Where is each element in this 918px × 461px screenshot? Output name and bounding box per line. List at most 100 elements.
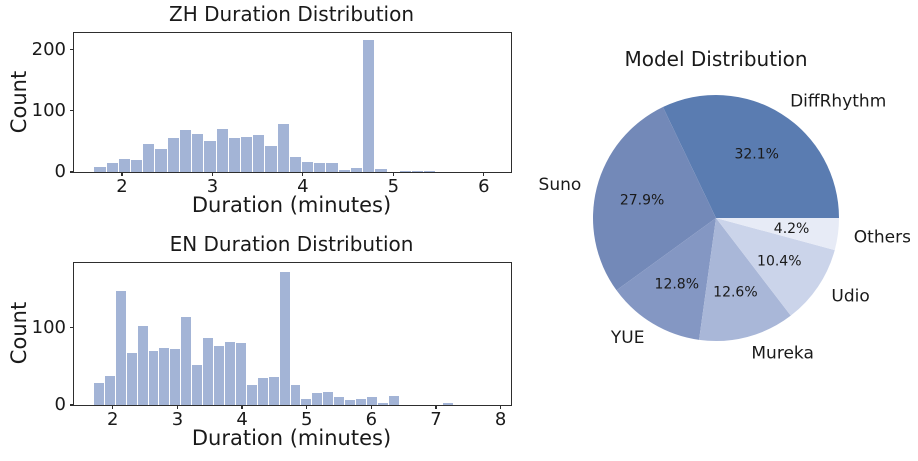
pie-percent-label: 27.9%	[620, 192, 664, 208]
pie-slice-label-mureka: Mureka	[751, 343, 813, 363]
x-tick-label: 5	[387, 176, 400, 197]
histogram-bar	[312, 393, 323, 405]
histogram-bar	[411, 171, 424, 172]
x-tick-mark	[302, 172, 304, 176]
x-tick-mark	[211, 172, 214, 176]
pie-chart-title: Model Distribution	[624, 47, 808, 71]
y-tick-mark	[70, 404, 74, 406]
pie-slice-suno	[592, 107, 716, 291]
en-histogram-panel: EN Duration Distribution Count 2 3 4 5 6 7 8 0 1…	[7, 232, 512, 450]
histogram-bar	[345, 400, 356, 405]
en-plot-area: 2 3 4 5 6 7 8 0 100	[32, 262, 512, 429]
histogram-bar	[289, 156, 302, 172]
histogram-bar	[216, 129, 228, 172]
histogram-bar	[277, 123, 289, 172]
histogram-bar	[363, 40, 375, 172]
histogram-bar	[326, 162, 338, 172]
histogram-bar	[93, 383, 104, 405]
histogram-bar	[290, 384, 301, 405]
histogram-bar	[301, 398, 312, 405]
histogram-bar	[179, 129, 192, 172]
en-chart-title: EN Duration Distribution	[169, 232, 414, 256]
en-x-axis-label: Duration (minutes)	[191, 426, 392, 450]
x-tick-mark	[435, 405, 437, 409]
pie-slice-label-suno: Suno	[539, 175, 582, 195]
histogram-bar	[203, 337, 214, 405]
histogram-bar	[424, 170, 436, 172]
x-tick-mark	[392, 172, 394, 176]
histogram-bar	[228, 137, 240, 172]
histogram-bar	[214, 346, 224, 405]
x-tick-mark	[370, 405, 372, 409]
histogram-bar	[246, 384, 257, 405]
histogram-bar	[338, 170, 350, 172]
histogram-bar	[257, 378, 268, 405]
histogram-bar	[167, 138, 179, 172]
histogram-bar	[181, 317, 192, 405]
histogram-bar	[126, 353, 137, 405]
y-tick-label: 0	[54, 394, 66, 415]
x-tick-label: 6	[478, 176, 490, 197]
model-distribution-panel: Model Distribution 32.1% DiffRhythm 27.9% S…	[522, 30, 910, 450]
histogram-bar	[375, 168, 387, 172]
x-tick-label: 3	[171, 409, 184, 430]
pie-percent-label: 32.1%	[734, 147, 778, 163]
histogram-bar	[377, 402, 388, 405]
en-y-axis-label: Count	[7, 262, 31, 404]
histogram-bar	[265, 145, 277, 172]
histogram-bar	[356, 398, 366, 405]
histogram-bar	[235, 343, 246, 405]
x-tick-mark	[306, 405, 308, 409]
zh-y-axis-label: Count	[7, 32, 31, 171]
histogram-bar	[253, 135, 265, 172]
histogram-bar	[94, 166, 106, 172]
histogram-bar	[159, 347, 170, 405]
pie-percent-label: 4.2%	[774, 221, 810, 237]
histogram-bar	[204, 140, 216, 172]
x-tick-label: 4	[236, 409, 248, 430]
histogram-bar	[224, 341, 235, 405]
pie-slice-label-yue: YUE	[610, 328, 645, 348]
zh-x-axis-label: Duration (minutes)	[191, 193, 392, 217]
histogram-bar	[279, 272, 290, 405]
zh-chart-title: ZH Duration Distribution	[169, 2, 414, 26]
histogram-bar	[302, 162, 314, 172]
pie-slice-label-udio: Udio	[831, 286, 869, 306]
histogram-bar	[131, 159, 143, 172]
y-tick-mark	[70, 48, 74, 51]
x-tick-mark	[483, 172, 485, 176]
x-tick-label: 2	[107, 409, 119, 430]
pie-percent-label: 12.6%	[713, 285, 757, 301]
x-tick-mark	[112, 405, 114, 409]
pie-slice-others	[716, 218, 839, 251]
x-tick-label: 4	[297, 176, 309, 197]
histogram-bar	[334, 397, 345, 405]
pie-slice-yue	[616, 218, 716, 340]
histogram-bar	[192, 364, 203, 405]
y-tick-label: 200	[31, 38, 66, 60]
x-tick-mark	[500, 405, 502, 409]
histogram-bar	[192, 134, 204, 172]
zh-plot-area: 2 3 4 5 6 0 100 200	[32, 32, 512, 196]
histogram-bar	[443, 403, 454, 405]
histogram-bar	[115, 290, 126, 405]
histogram-bar	[388, 395, 399, 405]
histogram-bar	[314, 162, 326, 172]
pie-slice-diffrhythm	[662, 95, 839, 218]
x-tick-mark	[121, 172, 123, 176]
pie-percent-label: 10.4%	[757, 254, 801, 270]
x-tick-label: 6	[365, 409, 378, 430]
x-tick-label: 5	[300, 409, 313, 430]
zh-histogram-panel: ZH Duration Distribution Count 2 3 4 5 6 0 100…	[7, 2, 512, 217]
histogram-bar	[118, 158, 131, 172]
pie-slice-mureka	[699, 218, 791, 342]
y-tick-mark	[70, 327, 74, 329]
x-tick-label: 7	[430, 409, 442, 430]
y-tick-mark	[70, 110, 74, 112]
x-tick-label: 8	[494, 409, 507, 430]
pie-slice-label-others: Others	[854, 227, 910, 247]
y-tick-mark	[70, 171, 74, 173]
x-tick-label: 3	[206, 176, 219, 197]
pie-percent-label: 12.8%	[655, 276, 699, 292]
